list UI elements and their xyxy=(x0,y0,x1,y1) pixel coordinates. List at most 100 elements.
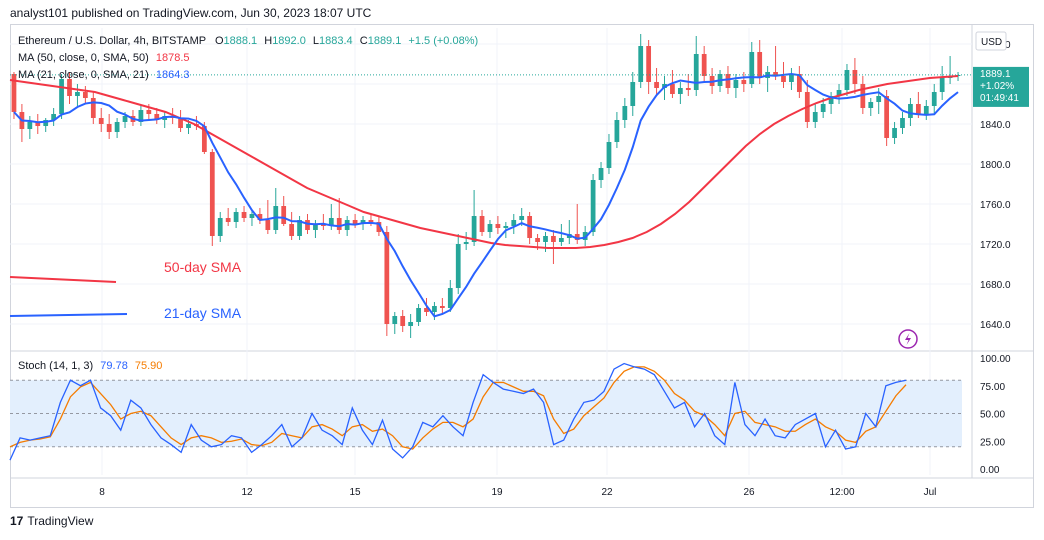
candle-body xyxy=(646,46,652,82)
stoch-d-line xyxy=(9,366,907,450)
candle-body xyxy=(455,244,461,288)
candle-body xyxy=(249,214,255,218)
candle-body xyxy=(590,180,596,232)
stoch-legend[interactable]: Stoch (14, 1, 3) 79.78 75.90 xyxy=(18,360,162,372)
price-tick-label: 1720.0 xyxy=(980,240,1011,251)
high-value: 1892.0 xyxy=(272,35,306,47)
close-value: 1889.1 xyxy=(367,35,402,47)
sma21-annotation: 21-day SMA xyxy=(164,305,242,321)
candle-body xyxy=(320,224,326,226)
candle-body xyxy=(59,79,64,114)
candle-body xyxy=(368,220,374,222)
close-label: C xyxy=(359,35,368,47)
candle-body xyxy=(75,92,80,96)
candle-body xyxy=(892,128,897,138)
candle-body xyxy=(82,92,88,98)
candle-body xyxy=(43,120,49,126)
candle-body xyxy=(884,96,890,138)
candle-body xyxy=(376,222,382,232)
moving-averages xyxy=(9,72,959,318)
candle-body xyxy=(781,76,786,82)
currency-box xyxy=(975,31,1007,51)
candle-body xyxy=(725,74,731,88)
candle-body xyxy=(836,90,842,96)
candle-body xyxy=(114,122,120,132)
ma21-legend[interactable]: MA (21, close, 0, SMA, 21) 1864.3 xyxy=(18,69,190,81)
candle-body xyxy=(606,142,612,168)
stoch-tick-label: 0.00 xyxy=(980,465,1000,476)
candle-body xyxy=(281,206,287,224)
candle-body xyxy=(757,52,763,78)
candle-body xyxy=(233,212,239,222)
candle-body xyxy=(852,70,858,84)
candle-body xyxy=(923,106,929,114)
time-tick-label: 22 xyxy=(601,487,613,498)
sma50-annotation-line xyxy=(9,276,117,283)
candle-body xyxy=(670,84,675,94)
candle-body xyxy=(90,98,96,118)
candle-body xyxy=(289,224,295,236)
stoch-tick-label: 100.00 xyxy=(980,354,1011,365)
axes: 1640.01680.01720.01760.01800.01840.01880… xyxy=(99,40,1011,498)
candle-body xyxy=(146,110,152,114)
currency-label[interactable]: USD xyxy=(981,37,1002,48)
candle-body xyxy=(106,124,112,132)
candle-body xyxy=(51,114,57,120)
publisher-line: analyst101 published on TradingView.com,… xyxy=(10,6,372,20)
price-tick-label: 1840.0 xyxy=(980,120,1011,131)
candle-body xyxy=(328,218,334,226)
candle-body xyxy=(860,84,866,108)
candle-body xyxy=(733,80,739,88)
stoch-d-value: 75.90 xyxy=(134,360,163,372)
ma50-value: 1878.5 xyxy=(155,52,190,64)
candle-body xyxy=(931,92,937,106)
candle-body xyxy=(638,46,644,82)
stoch-tick-label: 25.00 xyxy=(980,437,1005,448)
price-box xyxy=(973,66,1029,107)
candle-body xyxy=(138,110,144,122)
candle-body xyxy=(677,88,683,94)
ma50-legend[interactable]: MA (50, close, 0, SMA, 50) 1878.5 xyxy=(18,52,190,64)
change-value: +1.5 (+0.08%) xyxy=(408,35,479,47)
candle-body xyxy=(741,80,747,84)
time-tick-label: 26 xyxy=(743,487,755,498)
candle-body xyxy=(685,88,691,90)
candle-body xyxy=(598,168,604,180)
tradingview-brand: TradingView xyxy=(27,514,94,528)
candle-body xyxy=(186,124,191,128)
price-box-countdown: 01:49:41 xyxy=(980,93,1019,104)
candle-body xyxy=(257,214,263,220)
tradingview-mark-icon: 17 xyxy=(10,514,24,528)
candle-body xyxy=(503,226,509,228)
candle-body xyxy=(701,54,707,76)
candle-body xyxy=(98,118,104,124)
symbol-legend: Ethereum / U.S. Dollar, 4h, BITSTAMP O18… xyxy=(18,35,478,47)
price-tick-label: 1680.0 xyxy=(980,280,1011,291)
candle-body xyxy=(11,74,17,112)
symbol-name[interactable]: Ethereum / U.S. Dollar, 4h, BITSTAMP xyxy=(18,35,206,47)
open-value: 1888.1 xyxy=(223,35,258,47)
candle-body xyxy=(789,74,794,82)
candle-body xyxy=(551,236,556,242)
candle-body xyxy=(773,72,778,76)
time-tick-label: 12 xyxy=(241,487,253,498)
candle-body xyxy=(352,220,358,224)
tradingview-logo[interactable]: 17 TradingView xyxy=(10,514,93,528)
stochastic xyxy=(9,362,907,461)
stoch-tick-label: 50.00 xyxy=(980,410,1005,421)
candle-body xyxy=(392,316,398,324)
time-tick-label: Jul xyxy=(924,487,937,498)
candle-body xyxy=(844,70,850,90)
ma50-line xyxy=(9,75,959,249)
candle-body xyxy=(400,316,406,326)
candle-body xyxy=(693,54,699,90)
stoch-label: Stoch (14, 1, 3) xyxy=(18,360,94,372)
candle-body xyxy=(408,322,414,326)
candle-body xyxy=(915,104,921,114)
candle-body xyxy=(828,96,834,104)
ma21-line xyxy=(13,72,959,318)
low-label: L xyxy=(312,35,320,47)
candle-body xyxy=(511,220,517,226)
candle-body xyxy=(654,82,659,88)
